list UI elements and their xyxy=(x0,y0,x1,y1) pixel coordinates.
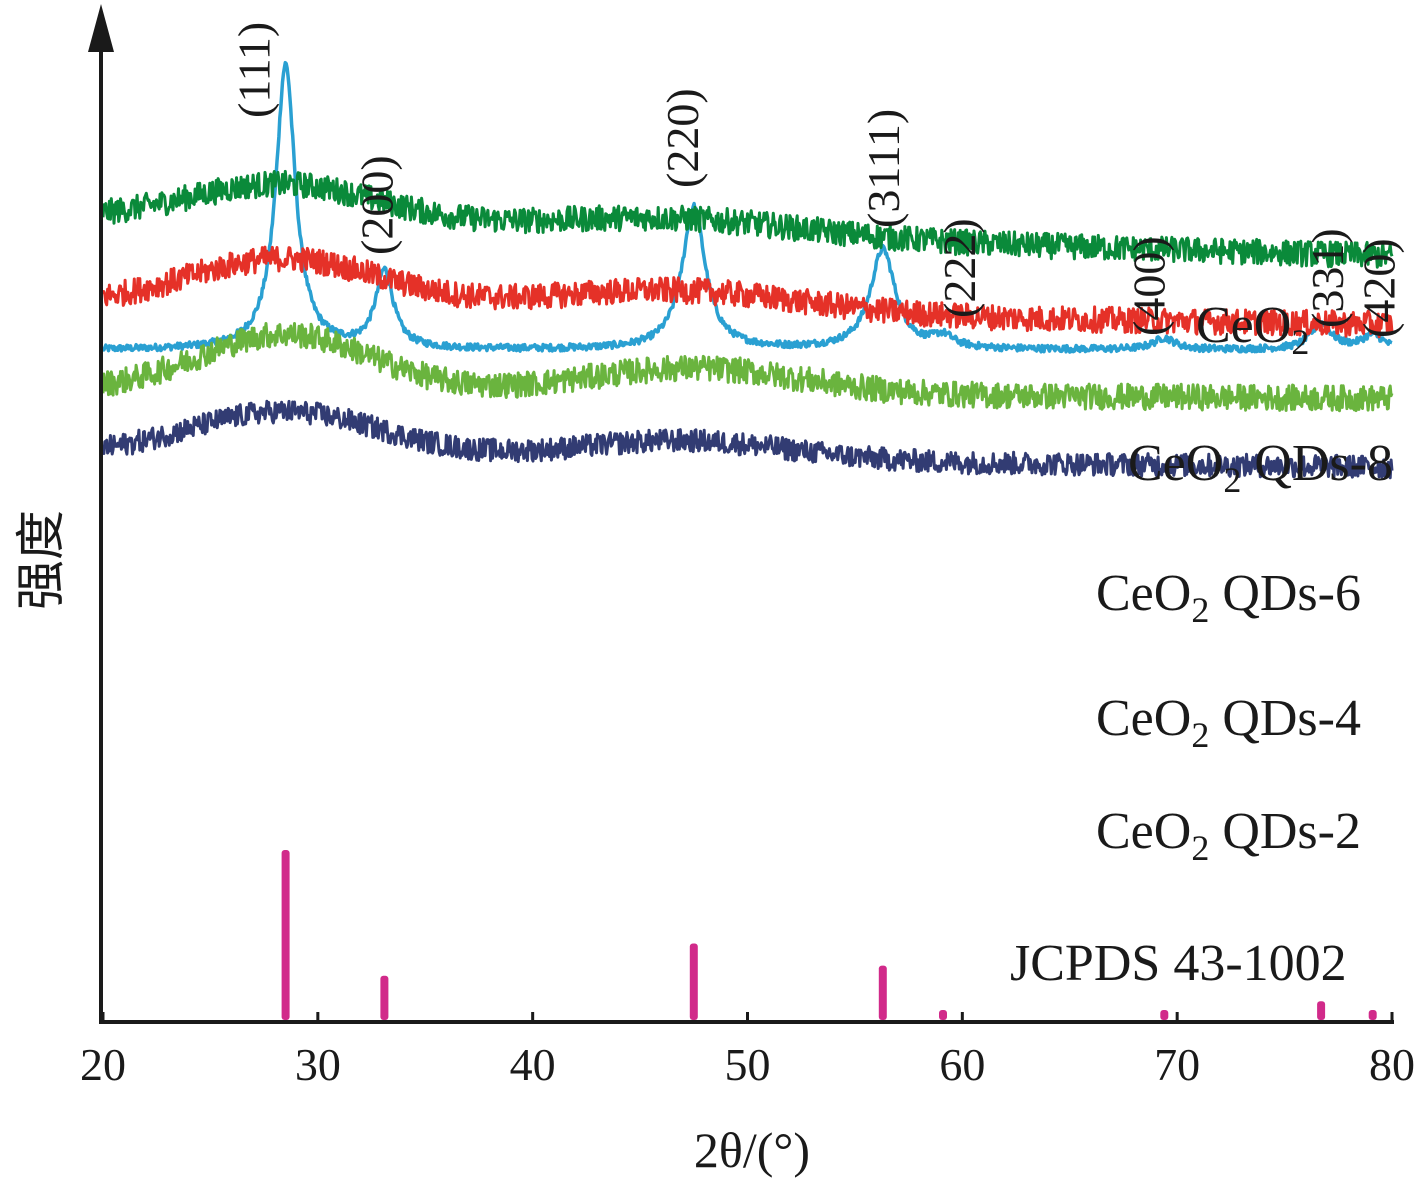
series-label-sub: 2 xyxy=(1191,715,1209,755)
series-label-suffix: QDs-6 xyxy=(1209,565,1361,622)
series-label-ceo2-qds-2: CeO2 QDs-2 xyxy=(1096,803,1361,868)
reference-label: JCPDS 43-1002 xyxy=(1010,935,1347,992)
peak-labels: (111) (200) (220) (3111) (222) (400) (331) (420… xyxy=(229,22,1405,338)
series-label-ceo2: CeO2 xyxy=(1196,297,1309,362)
series-line-ceo2-qds-4 xyxy=(101,322,1394,413)
series-label-main: CeO xyxy=(1096,565,1191,622)
y-axis-title: 强度 xyxy=(13,510,69,610)
reference-line xyxy=(689,943,698,1020)
reference-line xyxy=(1160,1010,1169,1020)
series-label-ceo2-qds-8: CeO2 QDs-8 xyxy=(1128,435,1393,500)
x-tick-label: 30 xyxy=(295,1039,341,1090)
series-label-main: CeO xyxy=(1096,803,1191,860)
series-line-ceo2 xyxy=(101,60,1393,354)
reference-line xyxy=(1317,1001,1326,1020)
peak-label: (220) xyxy=(657,88,708,188)
peak-label: (200) xyxy=(351,155,402,255)
peak-label: (420) xyxy=(1354,238,1405,338)
x-tick-label: 60 xyxy=(939,1039,985,1090)
x-ticks: 20 30 40 50 60 70 80 xyxy=(80,1012,1415,1090)
series-label-suffix: QDs-4 xyxy=(1209,690,1361,747)
series-line-ceo2-qds-6 xyxy=(101,245,1394,339)
reference-line xyxy=(939,1010,947,1020)
peak-label: (3111) xyxy=(858,109,909,228)
series-label-sub: 2 xyxy=(1223,460,1241,500)
reference-line xyxy=(878,965,887,1020)
peak-label: (111) xyxy=(229,22,280,118)
x-axis-title: 2θ/(°) xyxy=(694,1122,810,1178)
peak-label: (400) xyxy=(1123,236,1174,336)
peak-label: (222) xyxy=(934,218,985,318)
x-tick-label: 40 xyxy=(510,1039,556,1090)
x-tick-label: 70 xyxy=(1154,1039,1200,1090)
x-tick-label: 20 xyxy=(80,1039,126,1090)
series-label-suffix: QDs-2 xyxy=(1209,803,1361,860)
peak-label: (331) xyxy=(1302,228,1353,328)
reference-line xyxy=(380,975,389,1020)
series-label-main: CeO xyxy=(1096,690,1191,747)
y-axis-arrow xyxy=(88,4,114,52)
series-label-sub: 2 xyxy=(1191,828,1209,868)
reference-line xyxy=(1368,1010,1377,1020)
series-label-ceo2-qds-6: CeO2 QDs-6 xyxy=(1096,565,1361,630)
series-line-ceo2-qds-2 xyxy=(101,399,1394,480)
x-tick-label: 80 xyxy=(1369,1039,1415,1090)
reference-lines xyxy=(281,850,1377,1020)
series-label-main: CeO xyxy=(1196,297,1291,354)
series-label-sub: 2 xyxy=(1291,322,1309,362)
series-layer xyxy=(101,60,1394,480)
series-label-sub: 2 xyxy=(1191,590,1209,630)
series-label-ceo2-qds-4: CeO2 QDs-4 xyxy=(1096,690,1361,755)
series-line-ceo2-qds-8 xyxy=(101,169,1394,269)
series-label-main: CeO xyxy=(1128,435,1223,492)
reference-line xyxy=(281,850,290,1020)
series-label-suffix: QDs-8 xyxy=(1241,435,1393,492)
x-tick-label: 50 xyxy=(725,1039,771,1090)
